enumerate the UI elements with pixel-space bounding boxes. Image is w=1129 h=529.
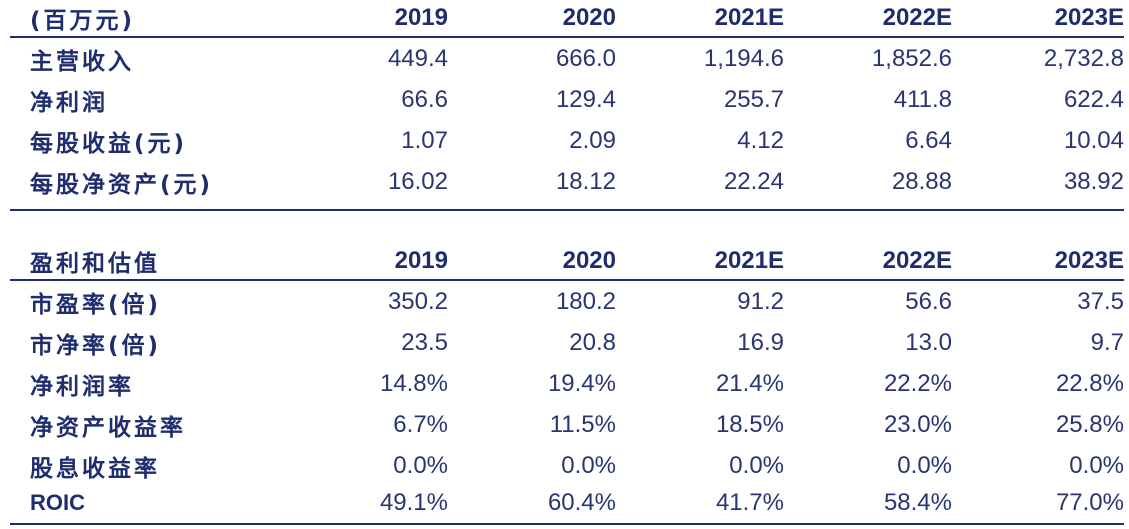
table-cell: 0.0% xyxy=(897,451,952,479)
table-row: 股息收益率 0.0% 0.0% 0.0% 0.0% 0.0% xyxy=(10,445,1124,486)
table-cell: 18.5% xyxy=(715,410,784,438)
table-cell: 0.0% xyxy=(393,451,448,479)
table-cell: 6.7% xyxy=(393,410,448,438)
header-cell-year: 2021E xyxy=(714,4,784,31)
table-header-row: 盈利和估值 2019 2020 2021E 2022E 2023E xyxy=(10,243,1124,281)
header-cell-year: 2022E xyxy=(882,4,952,31)
header-cell-year: 2020 xyxy=(562,4,616,31)
table-row: 净利润率 14.8% 19.4% 21.4% 22.2% 22.8% xyxy=(10,363,1124,404)
row-label: 净利润 xyxy=(30,89,108,116)
table-row: 净利润 66.6 129.4 255.7 411.8 622.4 xyxy=(10,79,1124,120)
table-cell: 255.7 xyxy=(723,85,784,113)
table-cell: 66.6 xyxy=(401,85,448,113)
header-cell-year: 2019 xyxy=(394,247,448,274)
table-row: ROIC 49.1% 60.4% 41.7% 58.4% 77.0% xyxy=(10,486,1124,520)
header-cell-year: 2023E xyxy=(1054,4,1124,31)
table-cell: 14.8% xyxy=(379,369,448,397)
table-cell: 1.07 xyxy=(401,126,448,154)
header-cell-year: 2020 xyxy=(562,247,616,274)
row-label: 股息收益率 xyxy=(30,455,160,482)
table-cell: 4.12 xyxy=(737,126,784,154)
table-row: 市净率(倍) 23.5 20.8 16.9 13.0 9.7 xyxy=(10,322,1124,363)
row-label: 净资产收益率 xyxy=(30,414,186,441)
table-cell: 6.64 xyxy=(905,126,952,154)
table-cell: 22.24 xyxy=(723,167,784,195)
table-cell: 13.0 xyxy=(905,328,952,356)
table-row: 净资产收益率 6.7% 11.5% 18.5% 23.0% 25.8% xyxy=(10,404,1124,445)
table-cell: 91.2 xyxy=(737,287,784,315)
table-cell: 37.5 xyxy=(1077,287,1124,315)
header-cell-unit: (百万元) xyxy=(30,8,136,34)
table-cell: 10.04 xyxy=(1063,126,1124,154)
table-cell: 2,732.8 xyxy=(1043,44,1124,72)
table-row: 每股净资产(元) 16.02 18.12 22.24 28.88 38.92 xyxy=(10,161,1124,202)
table-cell: 0.0% xyxy=(1069,451,1124,479)
table-cell: 58.4% xyxy=(883,489,952,516)
header-cell-year: 2022E xyxy=(882,247,952,274)
header-cell-title: 盈利和估值 xyxy=(30,251,160,277)
table-cell: 666.0 xyxy=(555,44,616,72)
table-cell: 2.09 xyxy=(569,126,616,154)
table-cell: 20.8 xyxy=(569,328,616,356)
table-cell: 16.9 xyxy=(737,328,784,356)
table-cell: 22.8% xyxy=(1055,369,1124,397)
row-label: 净利润率 xyxy=(30,373,134,400)
table-cell: 16.02 xyxy=(387,167,448,195)
header-cell-year: 2021E xyxy=(714,247,784,274)
table-cell: 56.6 xyxy=(905,287,952,315)
table-cell: 411.8 xyxy=(893,85,952,113)
table-row: 主营收入 449.4 666.0 1,194.6 1,852.6 2,732.8 xyxy=(10,38,1124,79)
row-label: ROIC xyxy=(30,490,85,515)
table-cell: 449.4 xyxy=(387,44,448,72)
table-cell: 38.92 xyxy=(1063,167,1124,195)
table-cell: 49.1% xyxy=(379,489,448,516)
row-label: 市盈率(倍) xyxy=(30,291,162,318)
table-row: 市盈率(倍) 350.2 180.2 91.2 56.6 37.5 xyxy=(10,281,1124,322)
table-cell: 1,852.6 xyxy=(871,44,952,72)
table-bottom-rule xyxy=(10,523,1124,525)
table-cell: 25.8% xyxy=(1055,410,1124,438)
table-cell: 22.2% xyxy=(883,369,952,397)
table-cell: 18.12 xyxy=(555,167,616,195)
row-label: 市净率(倍) xyxy=(30,332,162,359)
table-header-row: (百万元) 2019 2020 2021E 2022E 2023E xyxy=(10,0,1124,38)
header-cell-year: 2019 xyxy=(394,4,448,31)
row-label: 每股收益(元) xyxy=(30,130,188,157)
table-cell: 0.0% xyxy=(561,451,616,479)
table-cell: 129.4 xyxy=(555,85,616,113)
table-divider xyxy=(10,209,1124,211)
table-cell: 60.4% xyxy=(547,489,616,516)
table-cell: 23.0% xyxy=(883,410,952,438)
row-label: 主营收入 xyxy=(30,48,134,75)
row-label: 每股净资产(元) xyxy=(30,171,214,198)
table-cell: 622.4 xyxy=(1063,85,1124,113)
table-cell: 19.4% xyxy=(547,369,616,397)
table-cell: 23.5 xyxy=(401,328,448,356)
table-cell: 41.7% xyxy=(715,489,784,516)
table-row: 每股收益(元) 1.07 2.09 4.12 6.64 10.04 xyxy=(10,120,1124,161)
table-cell: 1,194.6 xyxy=(703,44,784,72)
table-cell: 0.0% xyxy=(729,451,784,479)
table-cell: 21.4% xyxy=(715,369,784,397)
table-cell: 180.2 xyxy=(555,287,616,315)
table-cell: 350.2 xyxy=(387,287,448,315)
valuation-table: 盈利和估值 2019 2020 2021E 2022E 2023E 市盈率(倍)… xyxy=(10,243,1124,520)
table-cell: 11.5% xyxy=(549,410,616,438)
table-cell: 9.7 xyxy=(1090,328,1124,356)
forecast-table: (百万元) 2019 2020 2021E 2022E 2023E 主营收入 4… xyxy=(10,0,1124,202)
header-cell-year: 2023E xyxy=(1054,247,1124,274)
table-cell: 28.88 xyxy=(891,167,952,195)
table-cell: 77.0% xyxy=(1055,489,1124,516)
